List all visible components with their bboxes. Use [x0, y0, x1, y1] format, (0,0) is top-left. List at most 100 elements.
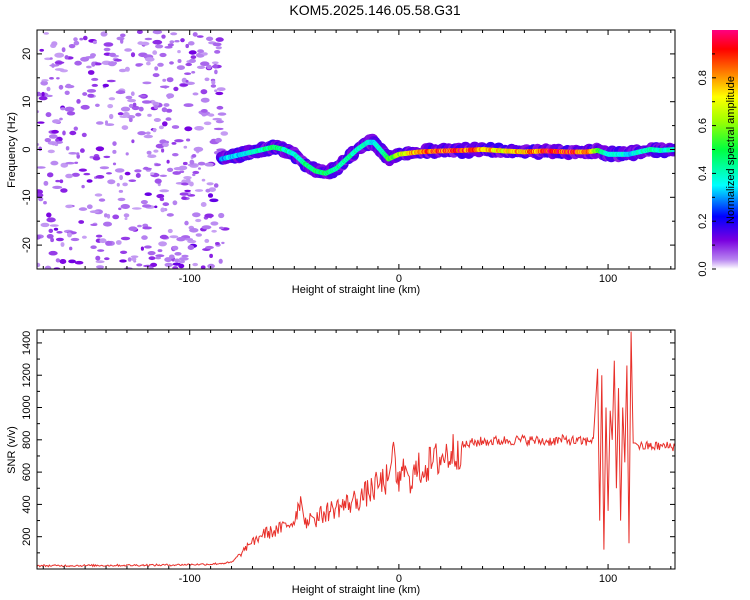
noise-speckle	[216, 87, 226, 91]
noise-speckle	[95, 260, 105, 264]
noise-speckle	[142, 167, 152, 170]
signal-track	[215, 133, 675, 180]
noise-speckle	[156, 194, 165, 199]
noise-speckle	[173, 86, 179, 92]
noise-speckle	[124, 171, 131, 176]
noise-speckle	[209, 253, 214, 258]
noise-speckle	[135, 112, 142, 117]
noise-speckle	[112, 214, 120, 220]
noise-speckle	[131, 257, 137, 261]
noise-speckle	[65, 161, 75, 165]
noise-speckle	[180, 38, 185, 43]
noise-speckle	[95, 146, 105, 152]
noise-speckles	[37, 30, 230, 269]
noise-speckle	[209, 198, 219, 203]
noise-speckle	[181, 254, 189, 258]
noise-speckle	[154, 205, 158, 209]
noise-speckle	[170, 32, 178, 36]
noise-speckle	[46, 234, 54, 239]
noise-speckle	[66, 111, 76, 116]
noise-speckle	[74, 260, 84, 265]
noise-speckle	[194, 126, 205, 131]
noise-speckle	[200, 265, 206, 269]
noise-speckle	[40, 222, 50, 228]
noise-speckle	[158, 241, 168, 247]
noise-speckle	[200, 109, 208, 113]
noise-speckle	[119, 115, 129, 118]
noise-speckle	[132, 102, 137, 108]
y-tick-label: 20	[21, 48, 33, 60]
x-tick-label: 0	[396, 273, 402, 285]
noise-speckle	[152, 101, 160, 107]
noise-speckle	[81, 132, 87, 138]
noise-speckle	[191, 71, 196, 74]
noise-speckle	[221, 241, 225, 245]
noise-speckle	[138, 106, 144, 112]
noise-speckle	[83, 172, 91, 176]
noise-speckle	[120, 250, 128, 254]
noise-speckle	[161, 34, 166, 39]
noise-speckle	[65, 173, 73, 179]
noise-speckle	[80, 56, 90, 62]
noise-speckle	[59, 259, 67, 264]
noise-speckle	[137, 131, 147, 136]
noise-speckle	[203, 121, 212, 126]
noise-speckle	[152, 50, 158, 55]
noise-speckle	[155, 44, 164, 49]
y-tick-label: 0	[21, 146, 33, 152]
noise-speckle	[86, 204, 93, 209]
noise-speckle	[64, 55, 69, 60]
noise-speckle	[184, 189, 191, 193]
noise-speckle	[174, 40, 180, 43]
noise-speckle	[74, 161, 79, 164]
noise-speckle	[113, 58, 122, 62]
noise-speckle	[197, 49, 204, 53]
noise-speckle	[193, 146, 204, 152]
noise-speckle	[103, 47, 111, 52]
x-tick-label: -100	[179, 273, 201, 285]
noise-speckle	[192, 173, 196, 177]
noise-speckle	[215, 120, 224, 124]
noise-speckle	[152, 30, 163, 35]
noise-speckle	[213, 64, 218, 69]
noise-speckle	[152, 73, 160, 78]
noise-speckle	[204, 213, 214, 218]
noise-speckle	[185, 178, 191, 184]
noise-speckle	[192, 212, 201, 218]
noise-speckle	[108, 97, 116, 101]
noise-speckle	[159, 85, 170, 89]
noise-speckle	[65, 204, 73, 209]
snr-y-label: SNR (v/v)	[6, 426, 18, 474]
noise-speckle	[90, 223, 98, 226]
noise-speckle	[43, 201, 47, 205]
noise-speckle	[127, 257, 132, 262]
noise-speckle	[41, 79, 49, 82]
noise-speckle	[142, 226, 153, 230]
noise-speckle	[117, 197, 126, 202]
noise-speckle	[201, 225, 212, 230]
noise-speckle	[41, 91, 45, 97]
noise-speckle	[103, 42, 114, 47]
noise-speckle	[124, 217, 128, 220]
noise-speckle	[78, 220, 85, 224]
spectrogram-x-ticks: -100 0 100	[42, 30, 672, 285]
snr-frame	[36, 329, 676, 570]
noise-speckle	[154, 66, 159, 71]
noise-speckle	[127, 98, 136, 103]
noise-speckle	[131, 207, 142, 210]
noise-speckle	[135, 63, 142, 67]
noise-speckle	[217, 112, 227, 116]
noise-speckle	[128, 117, 133, 123]
noise-speckle	[161, 107, 168, 113]
noise-speckle	[164, 46, 173, 49]
x-tick-label: 100	[599, 573, 617, 585]
noise-speckle	[55, 258, 61, 263]
noise-speckle	[90, 245, 97, 249]
noise-speckle	[105, 240, 113, 246]
noise-speckle	[54, 68, 65, 71]
noise-speckle	[68, 259, 76, 264]
noise-speckle	[76, 99, 81, 104]
noise-speckle	[73, 40, 80, 46]
noise-speckle	[58, 84, 64, 90]
noise-speckle	[95, 175, 105, 179]
